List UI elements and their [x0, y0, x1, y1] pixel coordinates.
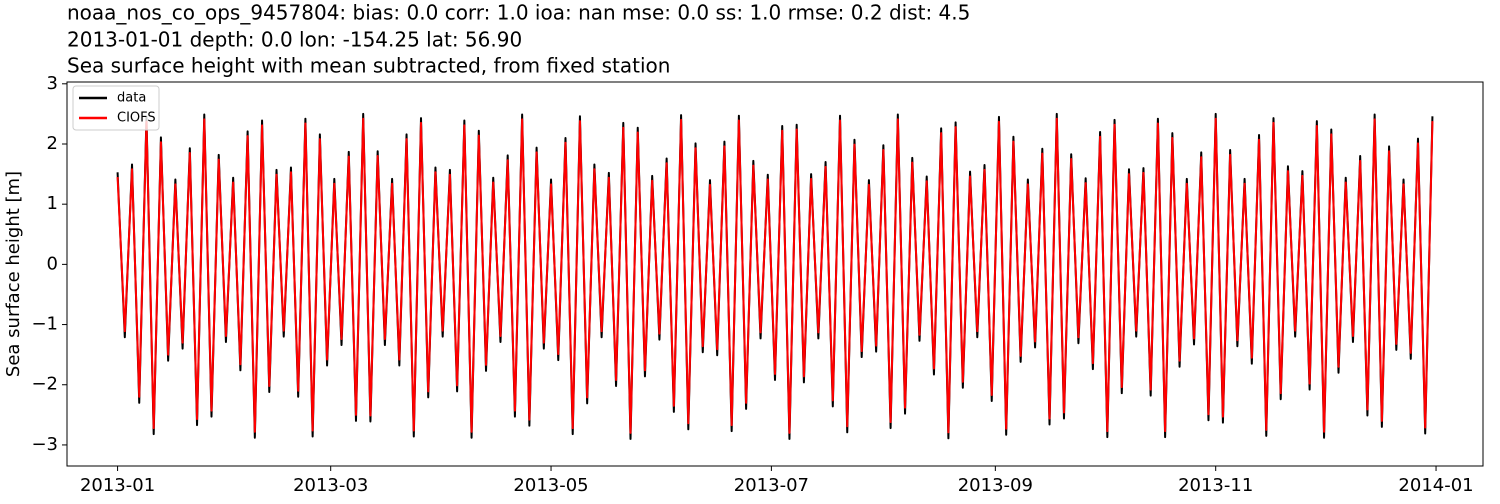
- x-tick-label: 2013-07: [734, 475, 809, 496]
- y-tick-label: 0: [47, 253, 58, 274]
- y-tick-label: 2: [47, 133, 58, 154]
- x-tick-label: 2013-03: [293, 475, 368, 496]
- axes-frame: [66, 81, 1484, 467]
- y-tick-label: 3: [47, 73, 58, 94]
- chart-title: 2013-01-01 depth: 0.0 lon: -154.25 lat: …: [67, 28, 522, 52]
- x-tick-label: 2013-05: [513, 475, 588, 496]
- y-tick-label: −2: [31, 374, 58, 395]
- y-axis-label: Sea surface height [m]: [3, 171, 24, 377]
- legend-label: CIOFS: [117, 111, 156, 126]
- series-line: [116, 117, 1434, 434]
- x-tick-label: 2013-11: [1178, 475, 1253, 496]
- legend-label: data: [117, 91, 146, 106]
- chart-title: Sea surface height with mean subtracted,…: [67, 54, 670, 78]
- y-tick-label: −1: [31, 314, 58, 335]
- y-tick-label: 1: [47, 193, 58, 214]
- chart-title: noaa_nos_co_ops_9457804: bias: 0.0 corr:…: [67, 1, 970, 25]
- x-tick-label: 2013-09: [958, 475, 1033, 496]
- x-tick-label: 2013-01: [80, 475, 155, 496]
- y-tick-label: −3: [31, 434, 58, 455]
- x-tick-label: 2014-01: [1398, 475, 1473, 496]
